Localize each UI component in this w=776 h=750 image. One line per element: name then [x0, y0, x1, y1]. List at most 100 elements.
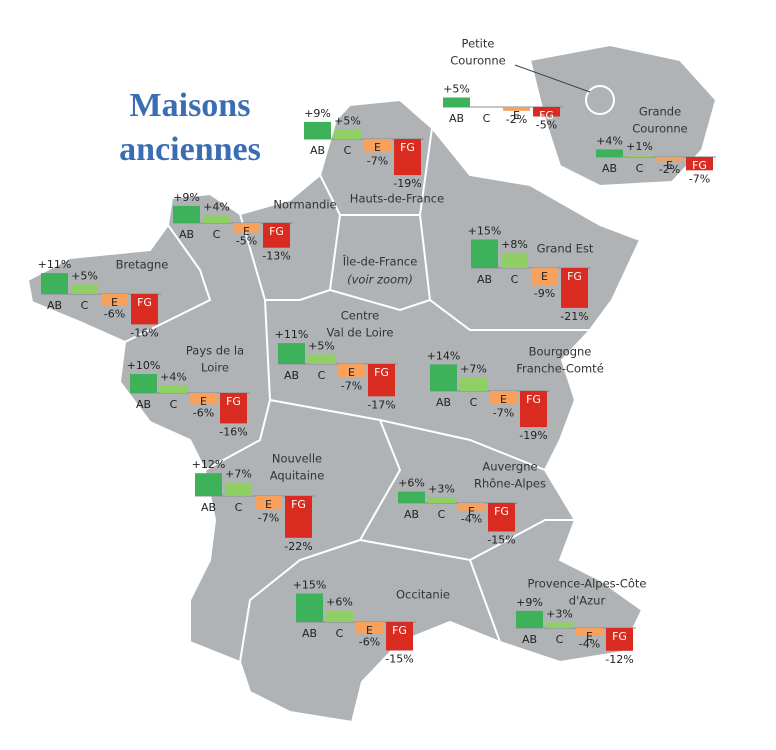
region-name: Provence-Alpes-Côte [528, 577, 647, 591]
category-label: AB [136, 398, 151, 411]
category-label: AB [522, 633, 537, 646]
category-label: AB [310, 144, 325, 157]
value-label: -17% [367, 398, 395, 411]
title-line: Maisons [130, 87, 251, 124]
value-label: +9% [516, 596, 543, 609]
bar [626, 155, 653, 157]
bar [501, 252, 528, 268]
value-label: -4% [579, 638, 600, 651]
category-label: AB [201, 501, 216, 514]
category-label: C [636, 162, 644, 175]
bar [490, 391, 517, 405]
bar [334, 129, 361, 139]
bar [576, 628, 603, 636]
bar [488, 503, 515, 532]
category-label: FG [567, 270, 582, 283]
value-label: -7% [493, 406, 514, 419]
value-label: +5% [443, 83, 470, 96]
bar [41, 273, 68, 294]
region-name: Val de Loire [327, 326, 394, 340]
bar [338, 364, 365, 378]
value-label: -7% [689, 172, 710, 185]
region-name: Nouvelle [272, 452, 322, 466]
category-label: AB [449, 112, 464, 125]
category-label: C [81, 299, 89, 312]
category-label: FG [494, 505, 509, 518]
bar [386, 622, 413, 651]
category-label: E [243, 225, 250, 238]
bar [225, 482, 252, 496]
value-label: +7% [225, 468, 252, 481]
value-label: +12% [192, 458, 226, 471]
category-label: C [235, 501, 243, 514]
value-label: -15% [385, 653, 413, 666]
category-label: AB [477, 273, 492, 286]
petite-couronne-shape [585, 85, 615, 115]
category-label: C [213, 228, 221, 241]
category-label: AB [404, 508, 419, 521]
category-label: AB [47, 299, 62, 312]
bar [520, 391, 547, 428]
category-label: E [513, 109, 520, 122]
category-label: AB [284, 369, 299, 382]
value-label: +5% [71, 270, 98, 283]
region-name: Pays de la [186, 344, 244, 358]
bar [430, 364, 457, 391]
bar [656, 157, 683, 161]
category-label: AB [436, 396, 451, 409]
bar [516, 610, 543, 628]
bar [195, 473, 222, 496]
value-label: +15% [293, 579, 327, 592]
bar [458, 503, 485, 511]
value-label: -13% [262, 250, 290, 263]
category-label: E [265, 498, 272, 511]
region-name: Centre [341, 309, 379, 323]
value-label: -5% [536, 119, 557, 132]
category-label: FG [400, 141, 415, 154]
value-label: -9% [534, 287, 555, 300]
bar [546, 622, 573, 628]
category-label: E [586, 630, 593, 643]
category-label: FG [291, 498, 306, 511]
value-label: -2% [506, 113, 527, 126]
category-label: E [348, 366, 355, 379]
category-label: FG [539, 109, 554, 122]
value-label: +3% [546, 607, 573, 620]
region-name: Occitanie [396, 588, 450, 602]
category-label: C [556, 633, 564, 646]
category-label: C [344, 144, 352, 157]
category-label: FG [526, 393, 541, 406]
value-label: -6% [104, 307, 125, 320]
region-name: Couronne [632, 122, 688, 136]
bar [255, 496, 282, 510]
category-label: C [470, 396, 478, 409]
value-label: +14% [427, 349, 461, 362]
bar [326, 610, 353, 622]
value-label: +1% [626, 140, 653, 153]
bar [471, 239, 498, 268]
category-label: C [318, 369, 326, 382]
value-label: -15% [487, 534, 515, 547]
region-name: Bourgogne [529, 345, 592, 359]
bar [606, 628, 633, 651]
category-label: C [438, 508, 446, 521]
category-label: FG [392, 624, 407, 637]
category-label: C [483, 112, 491, 125]
bar [285, 496, 312, 538]
title-line: anciennes [119, 131, 261, 168]
value-label: -16% [130, 326, 158, 339]
category-label: C [336, 627, 344, 640]
bar [533, 107, 560, 117]
value-label: +5% [308, 340, 335, 353]
category-label: AB [302, 627, 317, 640]
bar [368, 364, 395, 397]
category-label: FG [612, 630, 627, 643]
category-label: E [500, 393, 507, 406]
bar [160, 385, 187, 393]
value-label: -21% [560, 310, 588, 323]
category-label: AB [179, 228, 194, 241]
category-label: C [170, 398, 178, 411]
bar [531, 268, 558, 286]
value-label: -4% [461, 513, 482, 526]
